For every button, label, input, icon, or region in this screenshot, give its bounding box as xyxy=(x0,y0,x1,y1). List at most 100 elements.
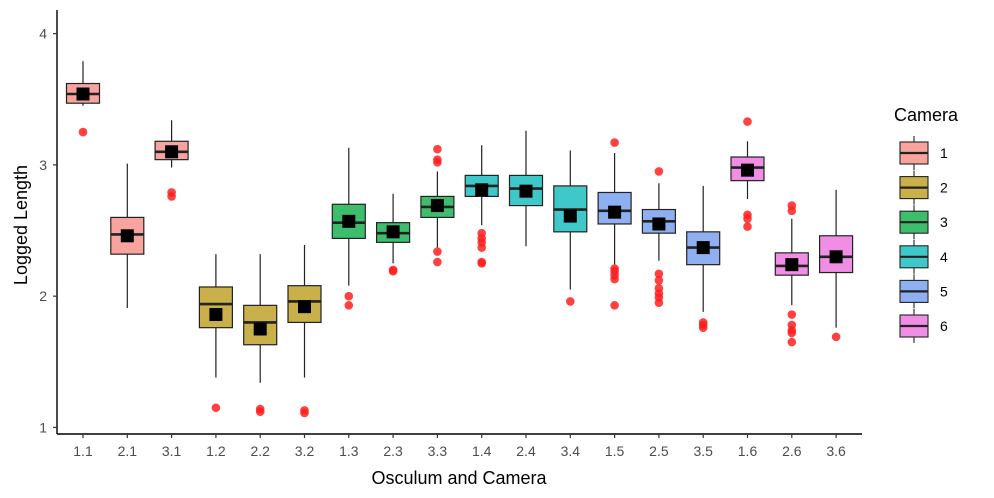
box-3.4 xyxy=(553,150,588,306)
outlier-point xyxy=(255,407,265,416)
box-2.5 xyxy=(641,167,677,308)
x-tick-label: 1.3 xyxy=(339,443,359,459)
outlier-point xyxy=(743,214,752,224)
mean-marker xyxy=(696,241,710,255)
box-iqr xyxy=(198,286,233,329)
outlier-point xyxy=(698,323,708,332)
x-tick-label: 1.6 xyxy=(738,443,758,459)
mean-marker xyxy=(652,217,666,231)
x-tick-label: 2.4 xyxy=(516,443,536,459)
legend-key-5: 5 xyxy=(899,274,948,309)
legend-label: 3 xyxy=(940,214,948,230)
legend-key-4: 4 xyxy=(899,239,948,274)
outlier-point xyxy=(787,337,797,347)
box-3.3 xyxy=(420,144,455,267)
x-tick-label: 3.4 xyxy=(561,443,581,459)
legend-label: 5 xyxy=(940,283,948,299)
mean-marker xyxy=(209,308,223,322)
mean-marker xyxy=(563,209,577,223)
y-tick-label: 4 xyxy=(39,26,47,42)
box-2.2 xyxy=(243,254,278,416)
x-tick-label: 3.6 xyxy=(826,443,846,459)
outlier-point xyxy=(211,403,221,413)
x-tick-label: 1.4 xyxy=(472,443,492,459)
mean-marker xyxy=(829,250,843,264)
outlier-point xyxy=(610,274,619,284)
box-3.6 xyxy=(818,189,854,342)
outlier-point xyxy=(344,301,354,310)
outlier-point xyxy=(566,297,575,306)
mean-marker xyxy=(298,300,311,314)
outlier-point xyxy=(477,259,487,268)
outlier-point xyxy=(433,144,442,154)
outlier-point xyxy=(433,247,442,256)
box-2.3 xyxy=(376,193,411,276)
y-tick-label: 3 xyxy=(39,157,47,173)
legend-label: 4 xyxy=(940,249,948,265)
mean-marker xyxy=(519,184,533,198)
outlier-point xyxy=(654,298,664,308)
legend-label: 1 xyxy=(940,145,948,161)
outlier-point xyxy=(787,328,797,338)
outlier-point xyxy=(477,243,487,252)
box-3.1 xyxy=(154,120,189,201)
x-tick-label: 1.5 xyxy=(605,443,625,459)
outlier-point xyxy=(654,269,664,279)
legend-label: 2 xyxy=(940,180,948,196)
x-tick-label: 3.2 xyxy=(295,443,315,459)
outlier-point xyxy=(78,127,88,137)
outlier-point xyxy=(610,138,619,147)
mean-marker xyxy=(120,229,134,243)
mean-marker xyxy=(386,225,400,239)
outlier-point xyxy=(787,206,797,216)
box-2.1 xyxy=(110,163,145,308)
box-3.2 xyxy=(287,244,322,418)
box-2.6 xyxy=(774,201,809,347)
mean-marker xyxy=(165,145,179,159)
x-tick-label: 2.5 xyxy=(649,443,669,459)
outlier-point xyxy=(654,276,664,285)
x-tick-label: 3.3 xyxy=(428,443,448,459)
box-1.1 xyxy=(65,61,101,137)
y-tick-label: 2 xyxy=(39,288,47,304)
outlier-point xyxy=(300,408,309,418)
box-1.2 xyxy=(198,254,233,413)
legend-label: 6 xyxy=(940,318,948,334)
x-tick-label: 2.2 xyxy=(250,443,270,459)
axes xyxy=(56,10,862,435)
mean-marker xyxy=(430,199,444,213)
outlier-point xyxy=(787,310,797,319)
x-tick-label: 2.1 xyxy=(118,443,138,459)
box-1.4 xyxy=(464,145,499,268)
outlier-point xyxy=(167,192,176,201)
x-axis-title: Osculum and Camera xyxy=(371,468,547,488)
y-axis-title: Logged Length xyxy=(11,165,31,285)
box-1.6 xyxy=(730,117,765,231)
box-2.4 xyxy=(508,130,544,247)
x-tick-label: 2.6 xyxy=(782,443,802,459)
legend-key-6: 6 xyxy=(899,309,948,343)
mean-marker xyxy=(785,258,799,272)
mean-marker xyxy=(253,322,267,336)
outlier-point xyxy=(433,157,442,167)
legend-title: Camera xyxy=(894,105,959,125)
box-1.3 xyxy=(331,147,366,310)
outlier-point xyxy=(743,222,752,231)
outlier-point xyxy=(433,257,442,267)
x-tick-label: 3.5 xyxy=(693,443,713,459)
x-tick-label: 1.1 xyxy=(73,443,93,459)
x-tick-label: 1.2 xyxy=(206,443,226,459)
outlier-point xyxy=(344,291,354,301)
x-ticks: 1.1 2.1 3.1 1.2 2.2 3.2 1.3 2.3 3.3 1.4 2.4 3.4 1.5 2… xyxy=(73,434,846,459)
mean-marker xyxy=(741,163,754,177)
legend: Camera 1 2 3 4 5 6 xyxy=(894,105,959,343)
legend-key-3: 3 xyxy=(899,205,948,240)
outlier-point xyxy=(743,117,752,126)
x-tick-label: 3.1 xyxy=(162,443,182,459)
mean-marker xyxy=(76,87,90,101)
mean-marker xyxy=(342,214,356,228)
plot-marks xyxy=(65,61,854,418)
outlier-point xyxy=(831,332,841,342)
outlier-point xyxy=(388,265,398,275)
